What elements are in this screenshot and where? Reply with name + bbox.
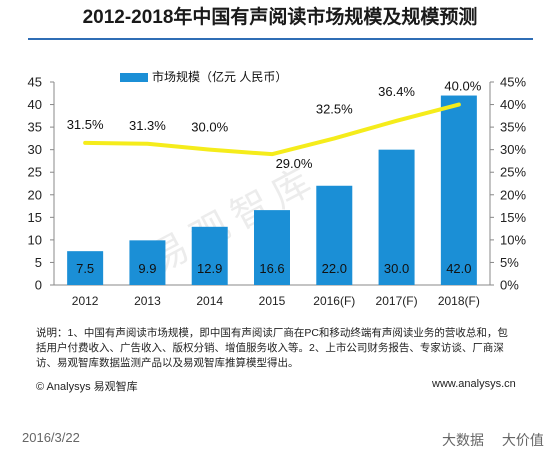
y-right-tick-label: 20% bbox=[500, 187, 526, 202]
y-left-tick-label: 45 bbox=[28, 75, 42, 90]
y-left-tick-label: 10 bbox=[28, 232, 42, 247]
bar-value-label: 7.5 bbox=[76, 261, 94, 276]
x-tick-label: 2016(F) bbox=[313, 294, 355, 308]
y-right-tick-label: 30% bbox=[500, 142, 526, 157]
x-tick-label: 2018(F) bbox=[438, 294, 480, 308]
y-right-tick-label: 35% bbox=[500, 120, 526, 135]
y-right-tick-label: 25% bbox=[500, 165, 526, 180]
chart-legend: 市场规模（亿元 人民币） bbox=[120, 69, 287, 84]
bar-value-label: 12.9 bbox=[197, 261, 222, 276]
y-right-tick-label: 5% bbox=[500, 255, 519, 270]
y-left-tick-label: 20 bbox=[28, 187, 42, 202]
y-left-tick-label: 0 bbox=[35, 278, 42, 293]
y-left-tick-label: 35 bbox=[28, 120, 42, 135]
y-left-tick-label: 40 bbox=[28, 97, 42, 112]
chart-canvas: 0 5 10 15 20 25 30 35 40 45 0% 5% 10% 15% 20% 25% 30% 35%… bbox=[28, 69, 527, 309]
y-right-tick-label: 45% bbox=[500, 75, 526, 90]
bar bbox=[378, 149, 415, 285]
line-value-label: 32.5% bbox=[316, 101, 353, 116]
slogan-part-2: 大价值 bbox=[501, 432, 544, 448]
chart-axes: 0 5 10 15 20 25 30 35 40 45 0% 5% 10% 15% 20% 25% 30% 35%… bbox=[28, 75, 527, 309]
line-path bbox=[83, 102, 461, 157]
y-right-tick-label: 40% bbox=[500, 97, 526, 112]
post-date: 2016/3/22 bbox=[22, 430, 80, 445]
x-tick-label: 2012 bbox=[72, 294, 99, 308]
bar bbox=[67, 251, 104, 285]
bar bbox=[316, 185, 353, 285]
line-value-label: 30.0% bbox=[191, 120, 228, 135]
line-value-label: 40.0% bbox=[444, 79, 481, 94]
bar-value-label: 9.9 bbox=[138, 261, 156, 276]
bar bbox=[129, 240, 166, 285]
chart-note: 说明：1、中国有声阅读市场规模，即中国有声阅读厂商在PC和移动终端有声阅读业务的… bbox=[36, 327, 508, 369]
y-right-tick-label: 10% bbox=[500, 232, 526, 247]
bar bbox=[191, 226, 228, 285]
x-tick-label: 2014 bbox=[196, 294, 223, 308]
y-left-tick-label: 30 bbox=[28, 142, 42, 157]
x-tick-label: 2017(F) bbox=[376, 294, 418, 308]
line-value-label: 31.5% bbox=[67, 117, 104, 132]
slogan: 大数据 大价值 bbox=[428, 430, 544, 450]
legend-label-bar: 市场规模（亿元 人民币） bbox=[152, 69, 287, 84]
x-tick-label: 2015 bbox=[259, 294, 286, 308]
line-series: 31.5% 31.3% 30.0% 29.0% 32.5% 36.4% 40.0% bbox=[67, 79, 482, 172]
legend-swatch-bar bbox=[120, 73, 148, 82]
y-right-tick-label: 0% bbox=[500, 278, 519, 293]
title-rule bbox=[28, 38, 533, 40]
y-left-tick-label: 25 bbox=[28, 165, 42, 180]
website-link[interactable]: www.analysys.cn bbox=[432, 378, 516, 390]
line-value-label: 31.3% bbox=[129, 118, 166, 133]
chart-title: 2012-2018年中国有声阅读市场规模及规模预测 bbox=[82, 7, 478, 28]
bar-value-label: 22.0 bbox=[322, 261, 347, 276]
y-right-tick-label: 15% bbox=[500, 210, 526, 225]
line-value-label: 29.0% bbox=[276, 156, 313, 171]
bar-value-label: 42.0 bbox=[446, 261, 471, 276]
bar-value-label: 16.6 bbox=[259, 261, 284, 276]
line-value-label: 36.4% bbox=[378, 84, 415, 99]
y-left-tick-label: 5 bbox=[35, 255, 42, 270]
bar bbox=[440, 95, 477, 286]
bar bbox=[254, 210, 290, 285]
x-tick-label: 2013 bbox=[134, 294, 161, 308]
bar-value-label: 30.0 bbox=[384, 261, 409, 276]
y-left-tick-label: 15 bbox=[28, 210, 42, 225]
slogan-part-1: 大数据 bbox=[442, 432, 484, 448]
bar-series: 7.5 9.9 12.9 16.6 22.0 30.0 42.0 bbox=[67, 95, 477, 286]
source-credit: © Analysys 易观智库 bbox=[36, 381, 138, 393]
